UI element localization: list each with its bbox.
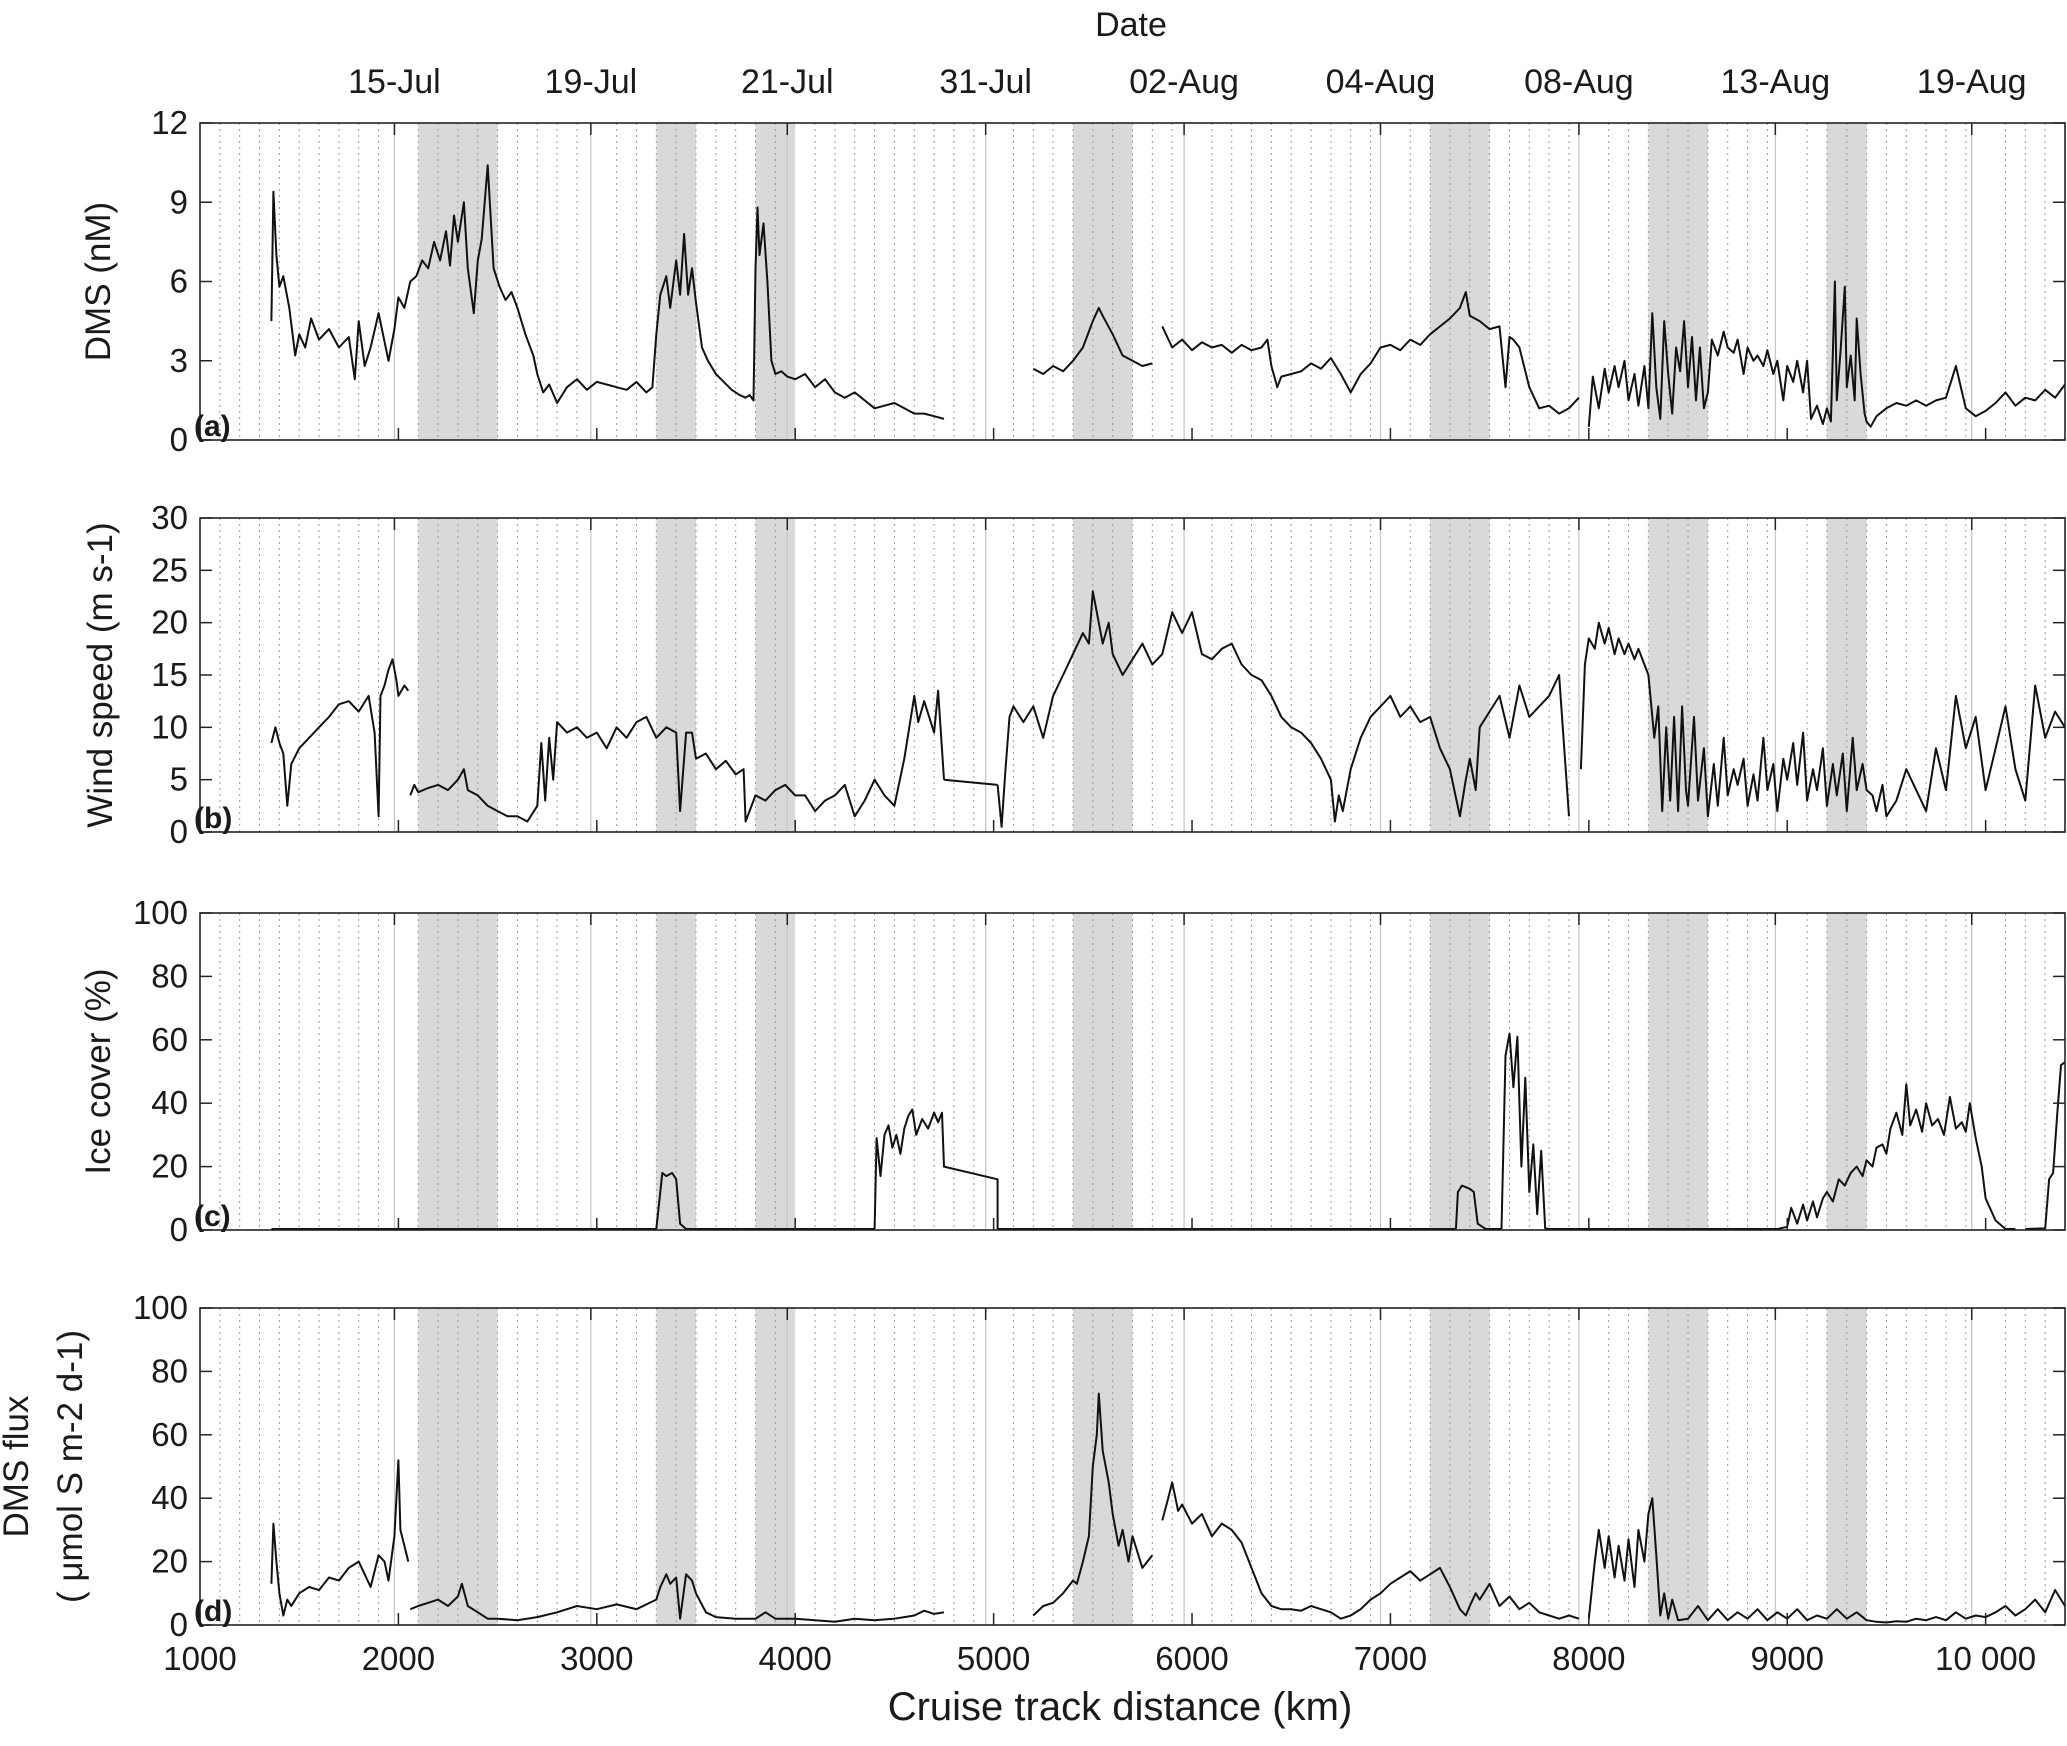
ytick-label-a-9: 9	[170, 183, 188, 220]
ytick-label-d-40: 40	[151, 1479, 188, 1516]
series-segment-d-3	[1161, 1481, 1580, 1620]
shaded-region-b-4	[1430, 518, 1490, 832]
ytick-label-b-20: 20	[151, 604, 188, 641]
ytick-label-c-20: 20	[151, 1148, 188, 1185]
top-axis-title: Date	[1095, 6, 1167, 44]
panel-frame-c	[199, 912, 2066, 1231]
shaded-region-c-4	[1430, 913, 1490, 1230]
xtick-label-3000: 3000	[560, 1640, 633, 1677]
series-segment-a-3	[1587, 280, 2066, 428]
ytick-label-d-20: 20	[151, 1543, 188, 1580]
series-segment-b-3	[996, 590, 1570, 828]
date-label-7: 13-Aug	[1721, 63, 1831, 101]
series-segment-d-2	[1032, 1392, 1154, 1617]
xtick-label-8000: 8000	[1552, 1640, 1625, 1677]
series-segment-d-4	[1587, 1497, 2066, 1624]
ytick-label-d-80: 80	[151, 1352, 188, 1389]
panel-letter-a: (a)	[194, 410, 231, 443]
ytick-label-b-10: 10	[151, 708, 188, 745]
shaded-region-c-3	[1072, 913, 1133, 1230]
series-segment-c-7	[1777, 1083, 2016, 1230]
shaded-region-d-2	[755, 1308, 796, 1625]
series-segment-b-4	[1579, 621, 2066, 818]
ytick-label-c-100: 100	[133, 894, 188, 931]
shaded-region-a-0	[418, 123, 498, 440]
xtick-label-5000: 5000	[957, 1640, 1030, 1677]
y-axis-title-b: Wind speed (m s-1)	[81, 522, 120, 827]
y-axis-title-d: DMS flux	[0, 1395, 36, 1537]
axis-text: Date Cruise track distance (km) DMS (nM)…	[0, 6, 2036, 1729]
xtick-label-4000: 4000	[759, 1640, 832, 1677]
ytick-label-c-80: 80	[151, 957, 188, 994]
series-segment-a-0	[270, 164, 945, 420]
ytick-label-a-0: 0	[170, 421, 188, 458]
series-segment-d-0	[270, 1459, 410, 1617]
ytick-label-c-0: 0	[170, 1211, 188, 1248]
y-axis-title-d-units: ( μmol S m-2 d-1)	[51, 1330, 90, 1603]
date-label-2: 21-Jul	[741, 63, 834, 101]
ytick-label-b-0: 0	[170, 813, 188, 850]
series-segment-c-5	[1500, 1032, 1550, 1230]
series-segment-d-1	[409, 1573, 945, 1623]
shaded-region-d-3	[1072, 1308, 1133, 1625]
ytick-label-a-3: 3	[170, 342, 188, 379]
series-segment-c-4	[1454, 1184, 1502, 1230]
y-axis-title-a: DMS (nM)	[79, 202, 118, 361]
ytick-label-c-60: 60	[151, 1021, 188, 1058]
panel-letter-d: (d)	[194, 1595, 232, 1628]
series-lines	[270, 164, 2066, 1624]
ytick-label-d-0: 0	[170, 1606, 188, 1643]
gridlines	[219, 123, 2046, 1625]
series-segment-b-2	[943, 778, 998, 786]
xtick-label-7000: 7000	[1354, 1640, 1427, 1677]
ytick-label-b-25: 25	[151, 551, 188, 588]
y-axis-title-c: Ice cover (%)	[79, 968, 118, 1174]
panel-frame-d	[199, 1307, 2066, 1626]
ytick-label-b-5: 5	[170, 761, 188, 798]
ytick-label-b-30: 30	[151, 499, 188, 536]
xtick-label-6000: 6000	[1155, 1640, 1228, 1677]
series-segment-b-0	[270, 658, 410, 818]
date-label-1: 19-Jul	[545, 63, 638, 101]
shaded-region-a-2	[755, 123, 796, 440]
shaded-region-c-2	[755, 913, 796, 1230]
shaded-region-d-6	[1826, 1308, 1867, 1625]
axis-ticks	[199, 122, 2065, 1626]
date-label-3: 31-Jul	[939, 63, 1032, 101]
shaded-region-a-4	[1430, 123, 1490, 440]
xtick-label-10000: 10 000	[1935, 1640, 2036, 1677]
series-segment-c-2	[873, 1108, 999, 1230]
ytick-label-d-100: 100	[133, 1289, 188, 1326]
xtick-label-1000: 1000	[163, 1640, 236, 1677]
shaded-region-d-4	[1430, 1308, 1490, 1625]
date-label-0: 15-Jul	[348, 63, 441, 101]
date-label-8: 19-Aug	[1917, 63, 2027, 101]
series-segment-b-1	[409, 689, 945, 823]
panel-letter-c: (c)	[194, 1200, 231, 1233]
series-segment-a-1	[1032, 306, 1153, 375]
date-label-5: 04-Aug	[1326, 63, 1436, 101]
shaded-region-a-6	[1826, 123, 1867, 440]
shaded-region-c-0	[418, 913, 498, 1230]
ytick-label-c-40: 40	[151, 1084, 188, 1121]
ytick-label-d-60: 60	[151, 1416, 188, 1453]
xtick-label-2000: 2000	[362, 1640, 435, 1677]
date-label-6: 08-Aug	[1524, 63, 1634, 101]
shaded-region-a-3	[1072, 123, 1133, 440]
date-label-4: 02-Aug	[1129, 63, 1239, 101]
xtick-label-9000: 9000	[1751, 1640, 1824, 1677]
x-axis-title: Cruise track distance (km)	[888, 1685, 1353, 1729]
series-segment-c-8	[2025, 1061, 2066, 1230]
ytick-label-b-15: 15	[151, 656, 188, 693]
ytick-label-a-12: 12	[151, 104, 188, 141]
panel-letter-b: (b)	[194, 802, 232, 835]
shaded-region-d-0	[418, 1308, 498, 1625]
ytick-label-a-6: 6	[170, 263, 188, 300]
series-segment-c-1	[655, 1171, 875, 1230]
shaded-region-c-5	[1648, 913, 1708, 1230]
shaded-periods	[418, 123, 1867, 1625]
series-segment-a-2	[1161, 291, 1580, 415]
